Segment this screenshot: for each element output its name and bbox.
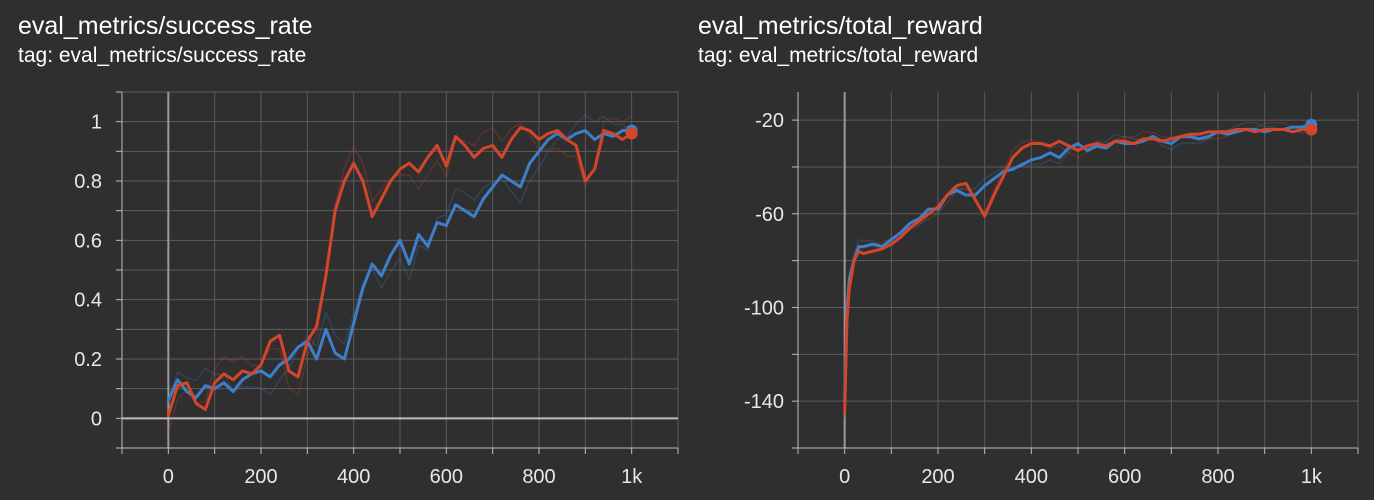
x-tick-label: 400 [1015, 466, 1048, 488]
y-tick-label: -20 [755, 110, 784, 132]
series-line-run-red [843, 127, 1313, 415]
x-tick-label: 800 [522, 466, 555, 488]
y-tick-label: 0.2 [74, 349, 102, 371]
y-tick-label: -60 [755, 204, 784, 226]
series-group [843, 121, 1313, 420]
chart-panel-success-rate: eval_metrics/success_rate tag: eval_metr… [0, 0, 680, 500]
x-tick-label: 800 [1201, 466, 1234, 488]
chart-title: eval_metrics/total_reward [698, 12, 983, 40]
series-group [166, 114, 634, 433]
series-raw-run-red [167, 116, 633, 433]
y-tick-label: 0.6 [74, 230, 102, 252]
chart-tag-label: tag: eval_metrics/total_reward [698, 44, 979, 67]
series-line-run-red [166, 126, 634, 417]
chart-title: eval_metrics/success_rate [18, 12, 313, 40]
x-tick-label: 1k [621, 466, 643, 488]
y-tick-label: 0.8 [74, 171, 102, 193]
y-tick-label: -100 [744, 297, 784, 319]
x-tick-label: 400 [337, 466, 370, 488]
series-line-run-blue [843, 123, 1313, 403]
series-line-run-blue [166, 129, 634, 403]
x-tick-label: 200 [921, 466, 954, 488]
x-tick-label: 200 [244, 466, 277, 488]
y-tick-label: 1 [91, 112, 102, 134]
y-tick-label: 0 [91, 408, 102, 430]
x-tick-label: 0 [163, 466, 174, 488]
y-tick-label: -140 [744, 391, 784, 413]
series-endpoint-run-red [1305, 123, 1318, 136]
success-rate-chart[interactable]: 0 200 400 600 800 1k 0 0.2 0.4 0.6 0.8 1 [0, 0, 680, 500]
chart-panel-total-reward: eval_metrics/total_reward tag: eval_metr… [680, 0, 1374, 500]
x-tick-label: 600 [430, 466, 463, 488]
series-raw-run-blue [167, 114, 633, 401]
x-tick-label: 600 [1108, 466, 1141, 488]
x-tick-label: 0 [839, 466, 850, 488]
series-endpoint-run-red [625, 127, 638, 140]
y-tick-label: 0.4 [74, 290, 102, 312]
x-tick-label: 1k [1301, 466, 1323, 488]
total-reward-chart[interactable]: 0 200 400 600 800 1k -140 -100 -60 -20 [680, 0, 1374, 500]
chart-tag-label: tag: eval_metrics/success_rate [18, 44, 307, 67]
